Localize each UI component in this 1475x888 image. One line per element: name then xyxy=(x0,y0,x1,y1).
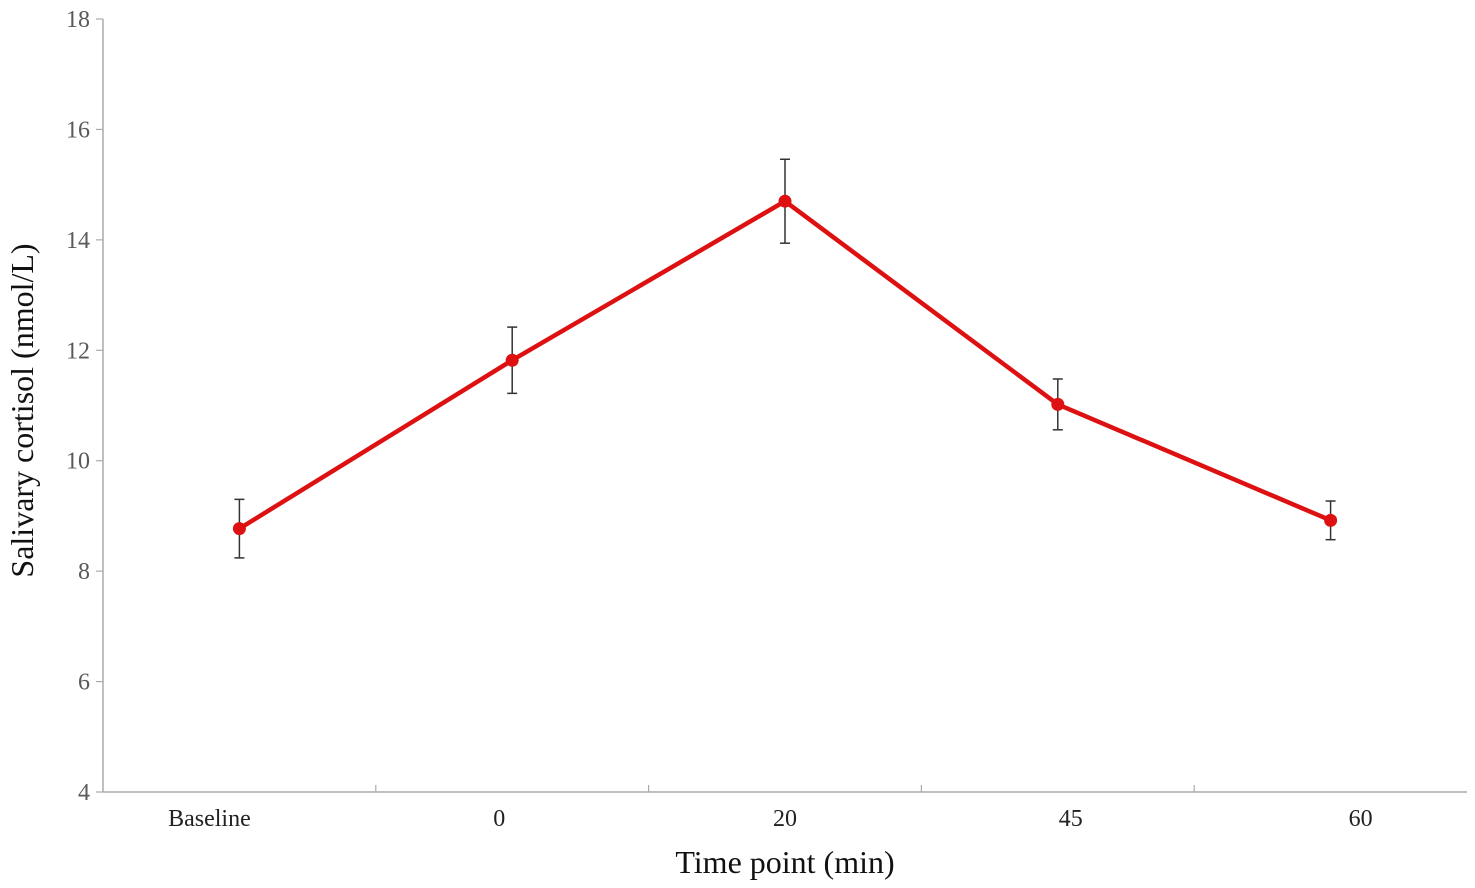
y-tick-label: 4 xyxy=(78,780,90,806)
y-tick-label: 16 xyxy=(66,117,90,143)
data-point xyxy=(778,194,792,208)
data-point xyxy=(1051,397,1065,411)
y-axis-ticks: 4 6 8 10 12 14 16 18 xyxy=(66,7,103,806)
y-tick-label: 8 xyxy=(78,559,90,585)
axes xyxy=(102,19,1467,793)
y-tick-label: 6 xyxy=(78,670,90,696)
y-tick-label: 12 xyxy=(66,338,90,364)
data-point xyxy=(505,353,519,367)
x-axis-ticks: Baseline 0 20 45 60 xyxy=(168,785,1373,832)
x-tick-label: Baseline xyxy=(168,806,251,832)
x-tick-label: 20 xyxy=(773,806,797,832)
x-axis-title: Time point (min) xyxy=(675,844,894,880)
y-tick-label: 14 xyxy=(66,228,90,254)
y-tick-label: 10 xyxy=(66,449,90,475)
y-axis-title: Salivary cortisol (nmol/L) xyxy=(4,243,40,577)
x-tick-label: 45 xyxy=(1059,806,1083,832)
data-point xyxy=(232,522,246,536)
x-tick-label: 0 xyxy=(493,806,505,832)
y-tick-label: 18 xyxy=(66,7,90,33)
data-point xyxy=(1324,513,1338,527)
series-line xyxy=(238,198,1332,531)
x-tick-label: 60 xyxy=(1349,806,1373,832)
series-layer xyxy=(232,158,1338,559)
